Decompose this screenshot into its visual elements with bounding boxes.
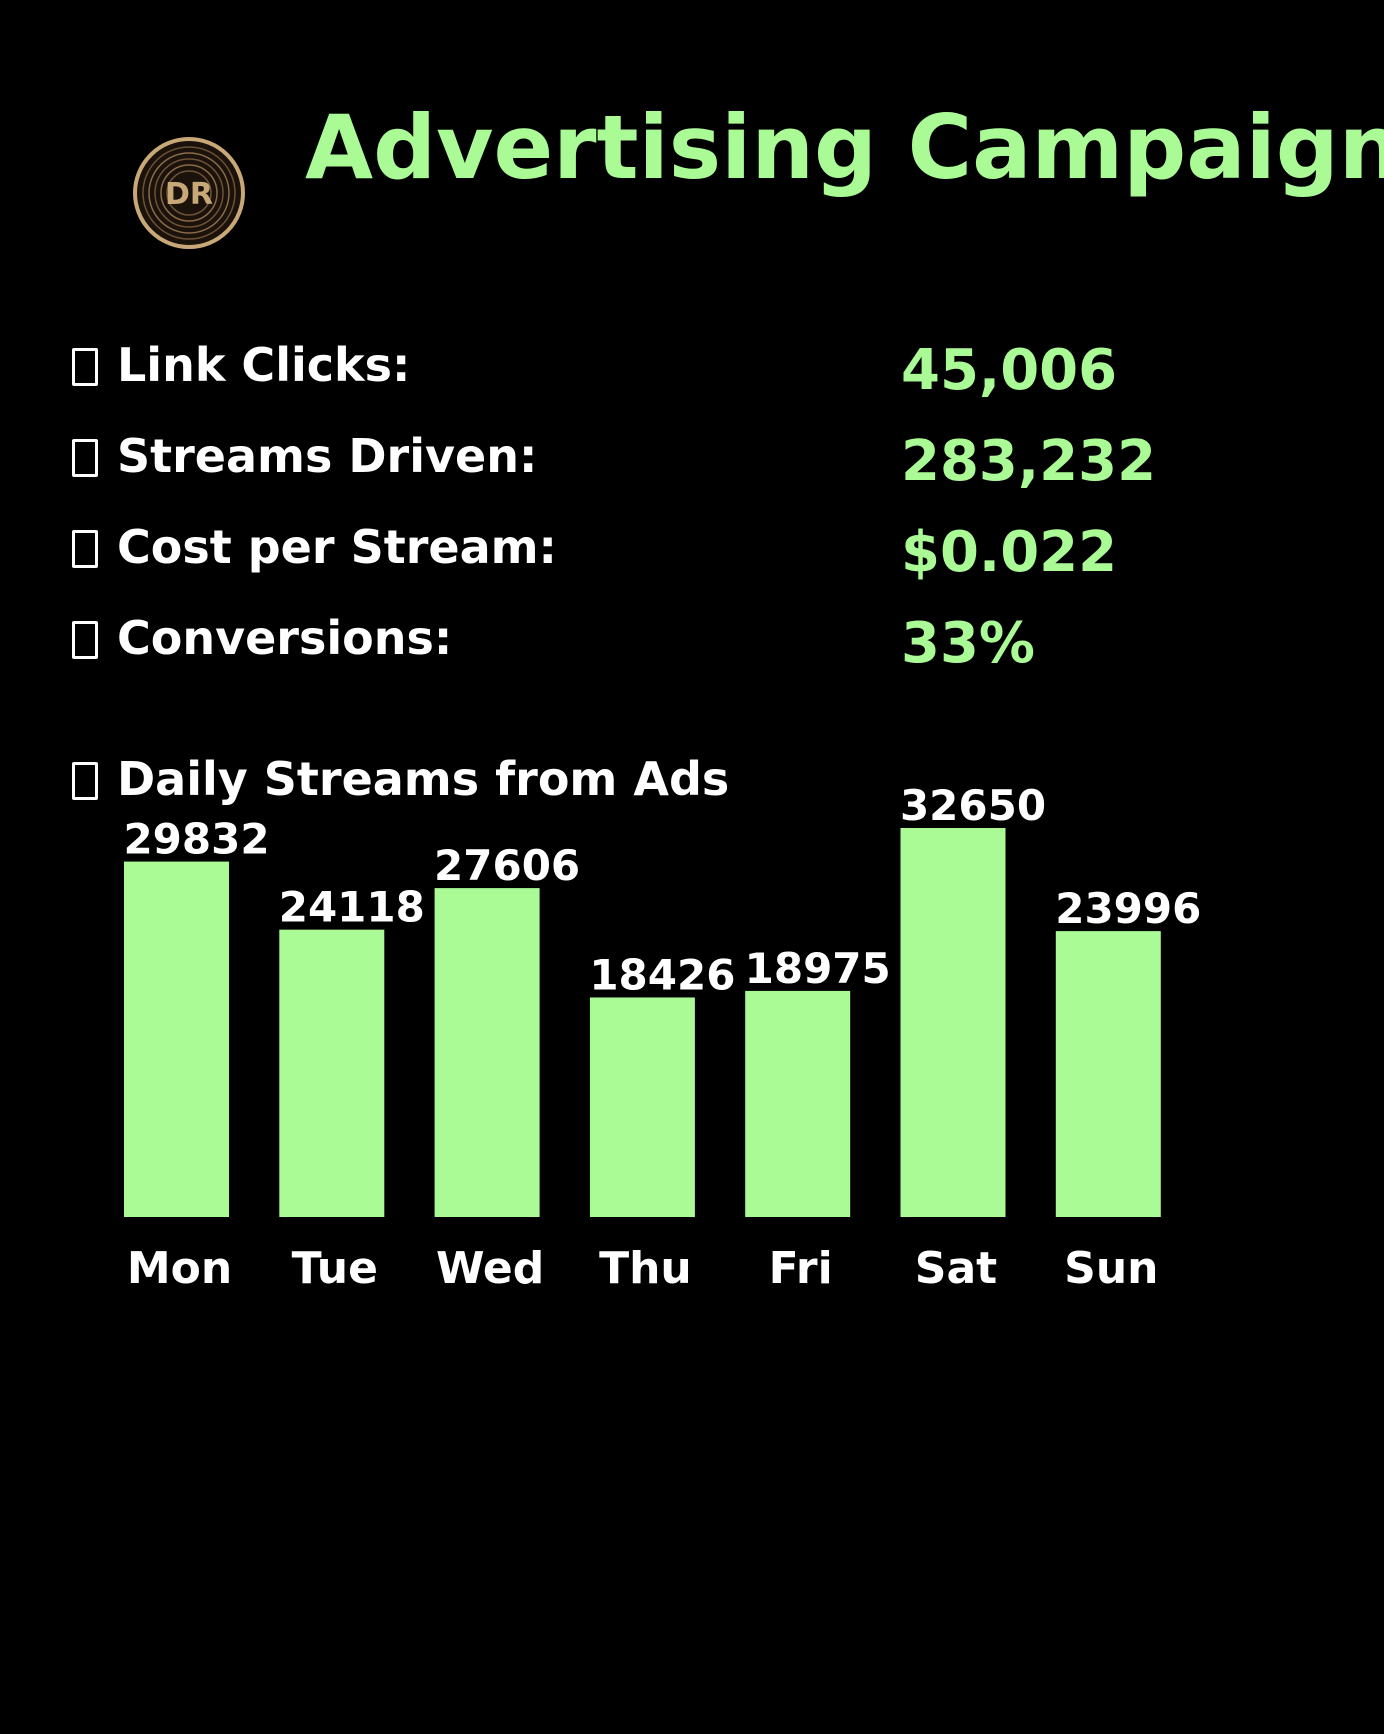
bar-tue — [279, 929, 385, 1217]
x-tick-label: Wed — [436, 1243, 544, 1294]
data-label: 18975 — [745, 944, 891, 993]
page-title: Advertising Campaign — [305, 96, 1384, 199]
chart-heading: Daily Streams from Ads — [72, 754, 972, 814]
chart-icon — [72, 762, 98, 800]
stat-label: Conversions: — [117, 611, 453, 665]
chart-title: Daily Streams from Ads — [117, 752, 730, 806]
stat-label: Link Clicks: — [117, 338, 411, 392]
bar-mon — [124, 861, 229, 1217]
target-icon — [72, 621, 98, 659]
data-label: 32650 — [900, 781, 1046, 830]
bar-wed — [434, 888, 540, 1217]
x-tick-label: Tue — [292, 1243, 378, 1294]
stat-label: Cost per Stream: — [117, 520, 557, 574]
x-tick-label: Fri — [769, 1243, 833, 1294]
headphones-icon — [72, 439, 98, 477]
stat-cost-per-stream: Cost per Stream: $0.022 — [72, 522, 1352, 592]
data-label: 24118 — [279, 883, 425, 932]
stat-value: 45,006 — [901, 338, 1118, 403]
link-icon — [72, 348, 98, 386]
stat-value: 33% — [901, 611, 1036, 676]
stat-conversions: Conversions: 33% — [72, 613, 1352, 683]
brand-logo: DR — [133, 137, 245, 249]
money-icon — [72, 530, 98, 568]
x-tick-label: Thu — [599, 1243, 692, 1294]
x-tick-label: Sun — [1064, 1243, 1158, 1294]
data-label: 27606 — [434, 841, 580, 890]
logo-text: DR — [165, 177, 213, 212]
bar-fri — [745, 990, 851, 1217]
data-label: 18426 — [589, 950, 735, 999]
stat-streams-driven: Streams Driven: 283,232 — [72, 431, 1352, 501]
bar-thu — [589, 997, 695, 1217]
data-label: 23996 — [1055, 884, 1201, 933]
stat-value: $0.022 — [901, 520, 1118, 585]
stat-value: 283,232 — [901, 429, 1157, 494]
x-tick-label: Mon — [127, 1243, 232, 1294]
bar-sat — [900, 828, 1006, 1217]
data-label: 29832 — [123, 815, 269, 864]
stat-label: Streams Driven: — [117, 429, 538, 483]
x-tick-label: Sat — [915, 1243, 997, 1294]
bar-sun — [1055, 931, 1161, 1217]
stat-link-clicks: Link Clicks: 45,006 — [72, 340, 1352, 410]
